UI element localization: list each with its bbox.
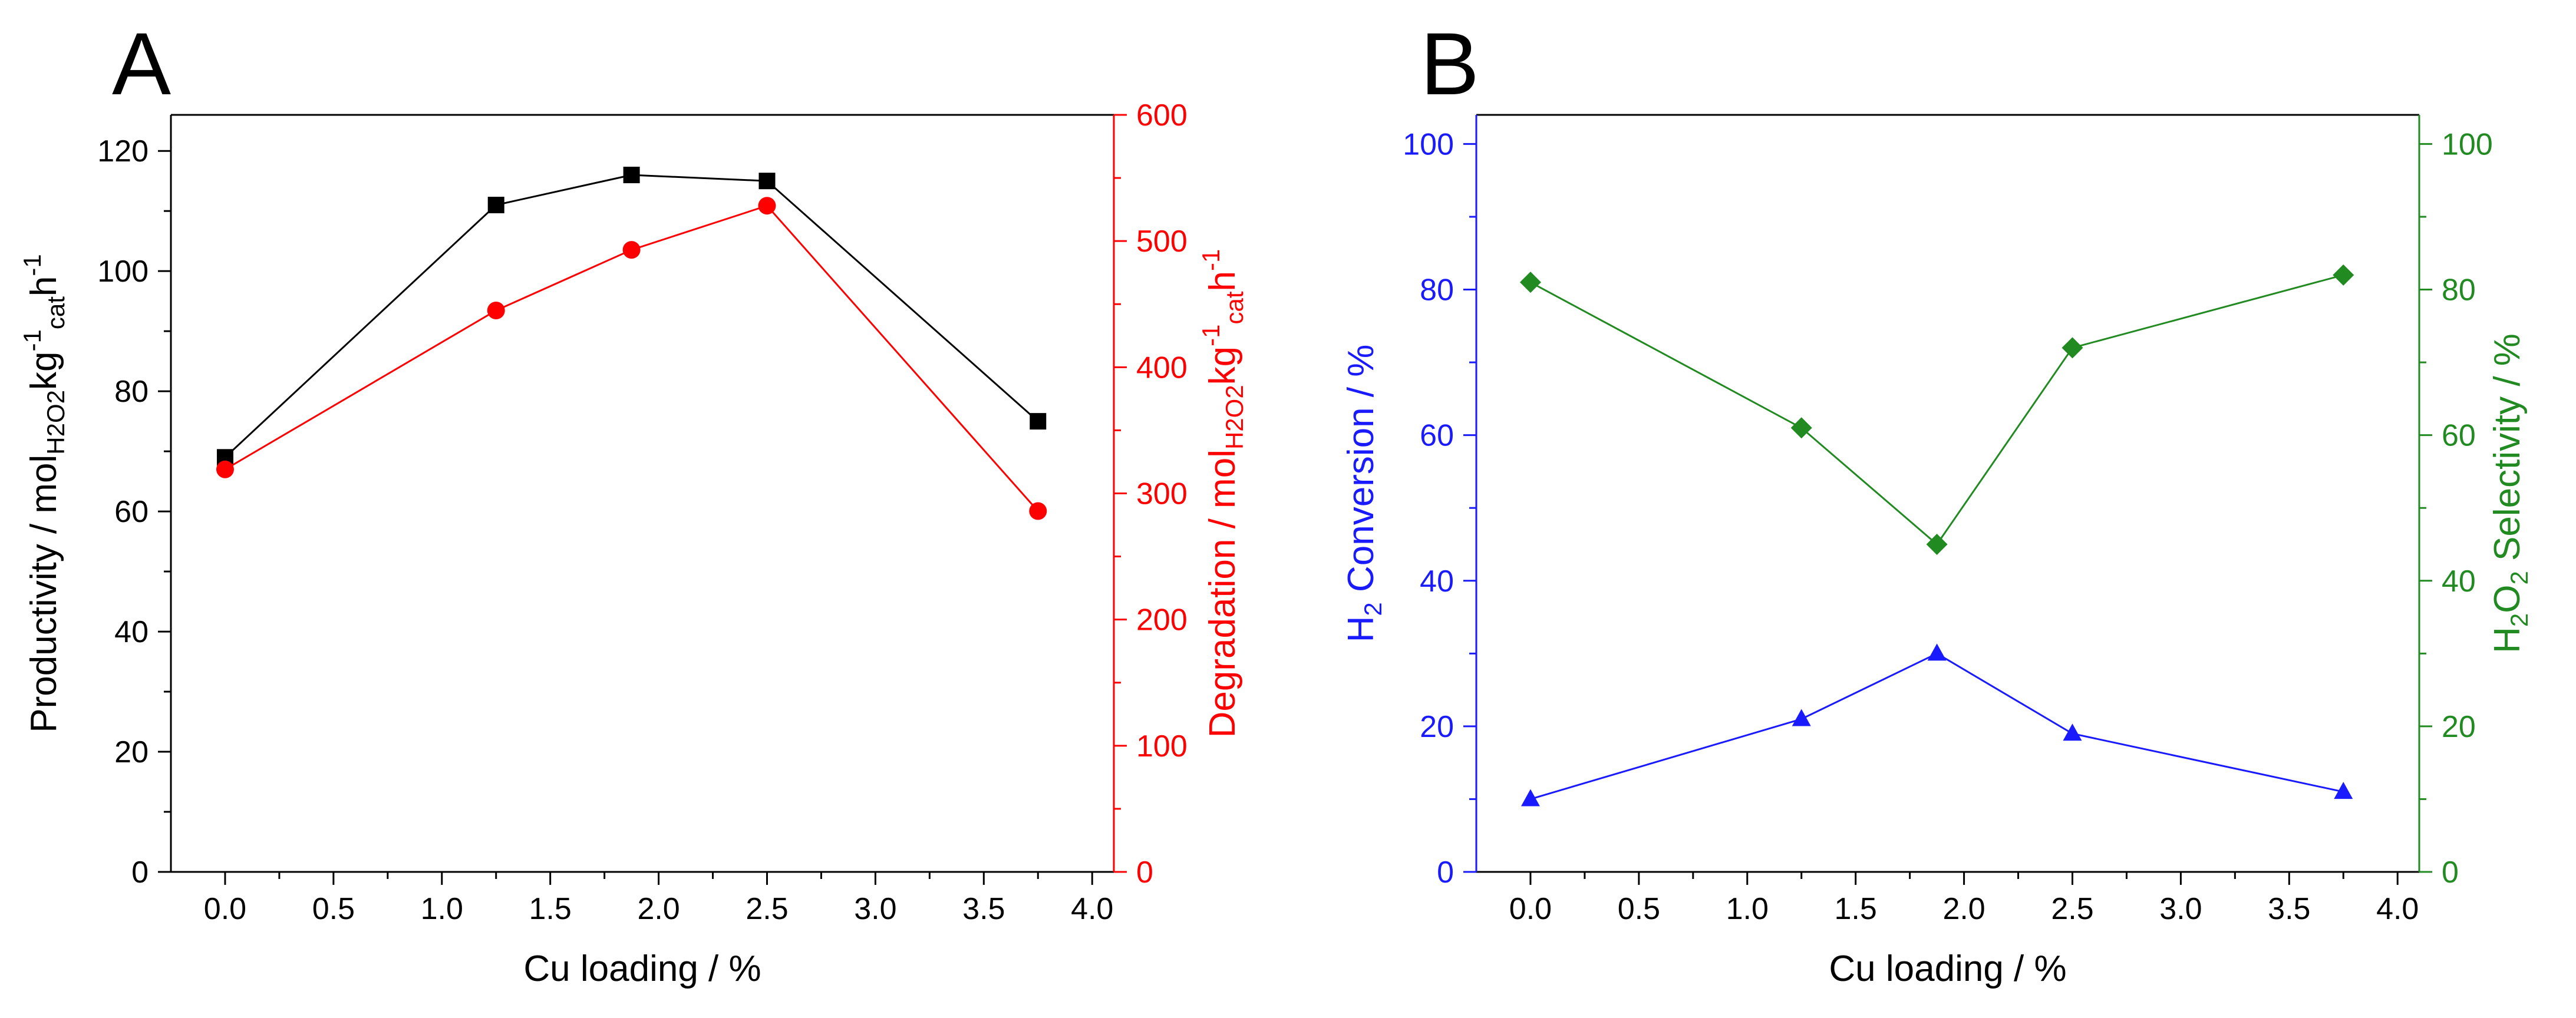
x-tick-label: 0.0 [204,892,246,926]
left-y-tick-label: 0 [131,855,149,890]
left-y-tick-label: 20 [1420,710,1454,744]
left-y-tick-label: 80 [1420,273,1454,308]
data-point-circle [487,301,505,319]
x-tick-label: 4.0 [1071,892,1113,926]
left-y-tick-label: 60 [114,495,149,529]
data-point-triangle [1792,709,1811,726]
data-point-square [487,196,504,213]
left-y-tick-label: 120 [97,134,149,168]
series-line [1530,652,2344,800]
right-y-tick-label: 300 [1136,477,1188,511]
left-y-axis-title: H2 Conversion / % [1341,345,1387,643]
x-tick-label: 2.5 [746,892,788,926]
right-y-tick-label: 400 [1136,351,1188,385]
right-y-tick-label: 100 [1136,729,1188,764]
data-point-circle [216,460,234,478]
left-y-tick-label: 100 [1403,127,1454,161]
x-tick-label: 2.0 [1942,892,1985,926]
series-h2-conversion [1520,643,2353,807]
data-point-triangle [2334,782,2353,799]
series-productivity [216,166,1047,466]
right-y-tick-label: 100 [2442,127,2493,161]
x-tick-label: 1.0 [1726,892,1769,926]
left-y-tick-label: 40 [114,615,149,649]
left-y-axis-title: Productivity / molH2O2kg-1cath-1 [18,254,70,732]
left-y-tick-label: 100 [97,254,149,289]
left-y-tick-label: 40 [1420,564,1454,599]
series-h2o2-selectivity [1519,264,2354,555]
left-y-tick-label: 80 [114,375,149,409]
panel-a: A 0.0 0.5 1.0 1.5 2.0 2.5 3.0 3.5 4.0 0 20 40 60 80 100… [18,14,1248,989]
right-y-tick-label: 0 [1136,855,1153,890]
x-tick-label: 1.5 [529,892,572,926]
left-y-tick-label: 0 [1437,855,1454,890]
x-tick-label: 2.5 [2051,892,2093,926]
series-line [1530,274,2344,546]
x-tick-label: 1.5 [1835,892,1877,926]
data-point-triangle [2063,723,2082,741]
data-point-triangle [1520,789,1540,807]
x-axis-title: Cu loading / % [1829,948,2066,989]
panel-label: B [1420,14,1479,113]
x-axis-title: Cu loading / % [523,948,761,989]
data-point-square [758,173,776,190]
x-tick-label: 0.5 [312,892,355,926]
right-y-tick-label: 40 [2442,564,2476,599]
x-tick-label: 1.0 [421,892,463,926]
x-tick-label: 3.5 [962,892,1005,926]
data-point-square [1030,413,1047,430]
data-point-circle [622,241,641,259]
data-point-diamond [2333,264,2354,286]
data-point-diamond [1519,272,1541,293]
right-y-axis-title: Degradation / molH2O2kg-1cath-1 [1197,249,1248,738]
data-point-square [623,166,640,183]
data-point-circle [1029,502,1047,520]
x-tick-label: 3.5 [2268,892,2310,926]
panel-label: A [112,14,171,113]
right-y-tick-label: 20 [2442,710,2476,744]
data-point-diamond [1926,533,1948,555]
x-tick-label: 0.0 [1509,892,1552,926]
right-y-tick-label: 600 [1136,98,1188,133]
x-tick-label: 3.0 [2159,892,2202,926]
right-y-axis-title: H2O2 Selectivity / % [2487,333,2533,653]
data-point-diamond [1790,417,1812,439]
data-point-triangle [1927,643,1947,661]
right-y-tick-label: 500 [1136,224,1188,259]
series-degradation [216,197,1047,520]
x-tick-label: 0.5 [1618,892,1660,926]
x-tick-label: 3.0 [854,892,896,926]
left-y-tick-label: 60 [1420,419,1454,453]
x-tick-label: 4.0 [2376,892,2419,926]
right-y-tick-label: 200 [1136,603,1188,637]
series-line [224,174,1039,458]
right-y-tick-label: 0 [2442,855,2459,890]
right-y-tick-label: 60 [2442,419,2476,453]
x-tick-label: 2.0 [637,892,680,926]
panel-b: B 0.0 0.5 1.0 1.5 2.0 2.5 3.0 3.5 4.0 0 20 40 60 80 100… [1341,14,2533,989]
left-y-tick-label: 20 [114,735,149,769]
data-point-diamond [2062,337,2083,359]
data-point-circle [758,197,776,215]
right-y-tick-label: 80 [2442,273,2476,308]
